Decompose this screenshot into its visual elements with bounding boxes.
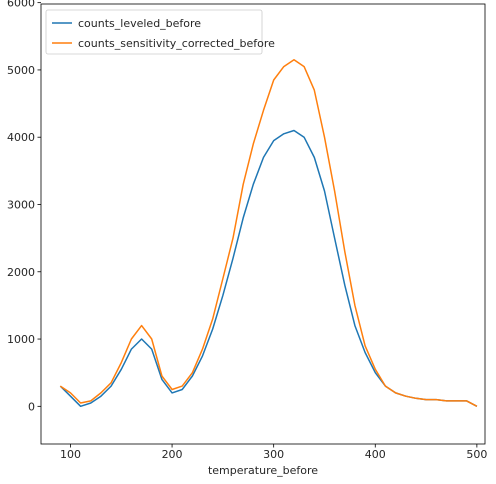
y-tick-label: 6000: [7, 0, 35, 10]
y-tick-label: 1000: [7, 333, 35, 346]
y-tick-label: 4000: [7, 131, 35, 144]
y-tick-label: 2000: [7, 266, 35, 279]
x-tick-label: 300: [263, 448, 284, 461]
y-axis-ticks: 0 1000 2000 3000 4000 5000 6000: [7, 0, 41, 413]
series-layer: [59, 59, 478, 408]
legend-label-2: counts_sensitivity_corrected_before: [78, 37, 275, 50]
plot-frame: [40, 3, 486, 445]
x-axis-ticks: 100 200 300 400 500: [60, 444, 487, 461]
x-tick-label: 400: [365, 448, 386, 461]
legend-box: [45, 9, 263, 55]
y-tick-label: 5000: [7, 64, 35, 77]
series-line-2: [59, 59, 478, 407]
y-tick-label: 3000: [7, 198, 35, 211]
y-tick-label: 0: [28, 400, 35, 413]
plot-area: [40, 3, 486, 445]
legend-label-1: counts_leveled_before: [78, 17, 201, 30]
x-tick-label: 100: [60, 448, 81, 461]
legend: counts_leveled_before counts_sensitivity_…: [45, 9, 275, 55]
x-tick-label: 200: [162, 448, 183, 461]
x-tick-label: 500: [466, 448, 487, 461]
x-axis-label: temperature_before: [208, 464, 318, 477]
